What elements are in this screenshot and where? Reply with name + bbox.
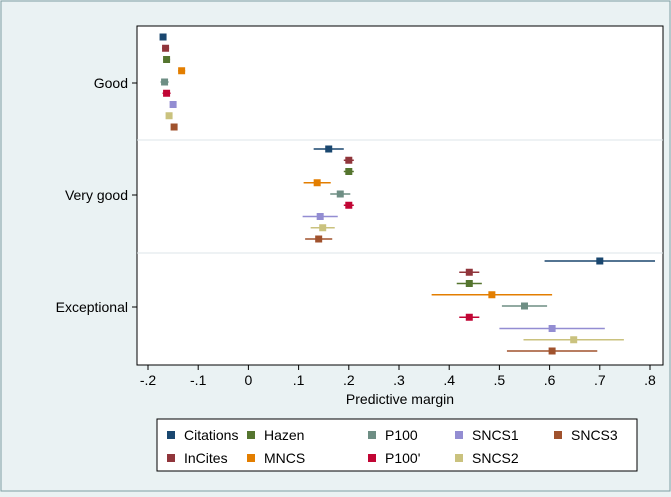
legend-marker [368,454,376,462]
category-label: Good [94,75,128,91]
data-point [315,235,323,243]
legend-marker [368,431,376,439]
category-label: Exceptional [56,299,128,315]
x-tick-label: .5 [494,372,506,388]
legend-marker [455,454,463,462]
grid-layer [137,139,663,254]
x-tick-label: .7 [594,372,606,388]
category-label: Very good [65,187,128,203]
legend-marker [167,454,175,462]
x-tick-label: .4 [443,372,455,388]
data-point [570,336,578,344]
legend-label: SNCS3 [571,427,618,443]
x-tick-label: .3 [393,372,405,388]
legend-label: P100' [385,450,420,466]
series-layer [159,33,656,355]
x-tick-label: .2 [343,372,355,388]
data-point [162,44,170,52]
x-tick-label: -.2 [140,372,157,388]
data-point [325,145,333,153]
data-point [488,291,496,299]
legend-marker [247,454,255,462]
data-point [313,179,321,187]
legend-label: P100 [385,427,418,443]
x-axis-title: Predictive margin [346,391,454,407]
legend-label: Hazen [264,427,304,443]
data-point [548,325,556,332]
x-axis: -.2 -.1 0 .1 .2 .3 .4 .5 .6 .7 .8 [140,365,656,388]
data-point [170,123,178,131]
x-tick-label: .1 [293,372,305,388]
x-tick-label: .8 [644,372,656,388]
plot-area [136,25,664,366]
data-point [465,280,473,287]
data-point [596,257,604,265]
data-point [163,56,171,63]
data-point [165,112,173,120]
x-tick-label: -.1 [190,372,207,388]
x-tick-label: .6 [544,372,556,388]
legend-marker [554,431,562,439]
legend: Citations InCites Hazen MNCS P100 P100' SNCS1 S… [167,427,618,466]
data-point [465,268,473,276]
y-axis: Good Very good Exceptional [56,75,137,315]
data-point [319,224,327,232]
legend-label: SNCS2 [472,450,519,466]
data-point [169,101,177,108]
legend-box [156,418,638,472]
data-point [163,89,171,97]
data-point [178,67,186,75]
legend-marker [247,431,255,439]
legend-marker [455,431,463,439]
legend-label: InCites [184,450,228,466]
data-point [345,156,353,164]
legend-label: SNCS1 [472,427,519,443]
data-point [345,201,353,209]
data-point [345,168,353,175]
data-point [465,313,473,321]
legend-marker [167,431,175,439]
x-tick-label: 0 [245,372,253,388]
legend-label: Citations [184,427,238,443]
data-point [161,78,169,86]
data-point [316,213,324,220]
data-point [521,302,528,310]
data-point [548,347,556,355]
data-point [159,33,167,41]
data-point [336,190,344,198]
legend-label: MNCS [264,450,305,466]
